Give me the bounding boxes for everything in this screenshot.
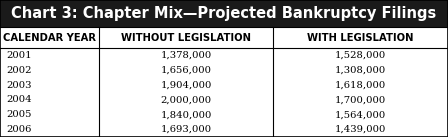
Text: Chart 3: Chapter Mix—Projected Bankruptcy Filings: Chart 3: Chapter Mix—Projected Bankruptc… bbox=[11, 6, 437, 21]
Text: 1,564,000: 1,564,000 bbox=[335, 110, 386, 119]
Text: 1,700,000: 1,700,000 bbox=[335, 95, 386, 104]
Text: 1,378,000: 1,378,000 bbox=[160, 51, 211, 60]
Text: WITH LEGISLATION: WITH LEGISLATION bbox=[307, 33, 414, 43]
Text: CALENDAR YEAR: CALENDAR YEAR bbox=[3, 33, 96, 43]
Text: 1,439,000: 1,439,000 bbox=[335, 125, 386, 134]
Text: 1,308,000: 1,308,000 bbox=[335, 66, 386, 75]
Text: 2006: 2006 bbox=[7, 125, 32, 134]
Text: 1,618,000: 1,618,000 bbox=[335, 81, 386, 90]
Text: 2,000,000: 2,000,000 bbox=[160, 95, 211, 104]
Text: 1,904,000: 1,904,000 bbox=[160, 81, 211, 90]
Text: 2002: 2002 bbox=[7, 66, 32, 75]
Text: 2004: 2004 bbox=[7, 95, 32, 104]
Text: 1,656,000: 1,656,000 bbox=[160, 66, 211, 75]
Text: WITHOUT LEGISLATION: WITHOUT LEGISLATION bbox=[121, 33, 251, 43]
Text: 1,840,000: 1,840,000 bbox=[160, 110, 211, 119]
Text: 2001: 2001 bbox=[7, 51, 32, 60]
FancyBboxPatch shape bbox=[0, 0, 448, 27]
Text: 1,693,000: 1,693,000 bbox=[160, 125, 211, 134]
Text: 2005: 2005 bbox=[7, 110, 32, 119]
Text: 2003: 2003 bbox=[7, 81, 32, 90]
Text: 1,528,000: 1,528,000 bbox=[335, 51, 386, 60]
